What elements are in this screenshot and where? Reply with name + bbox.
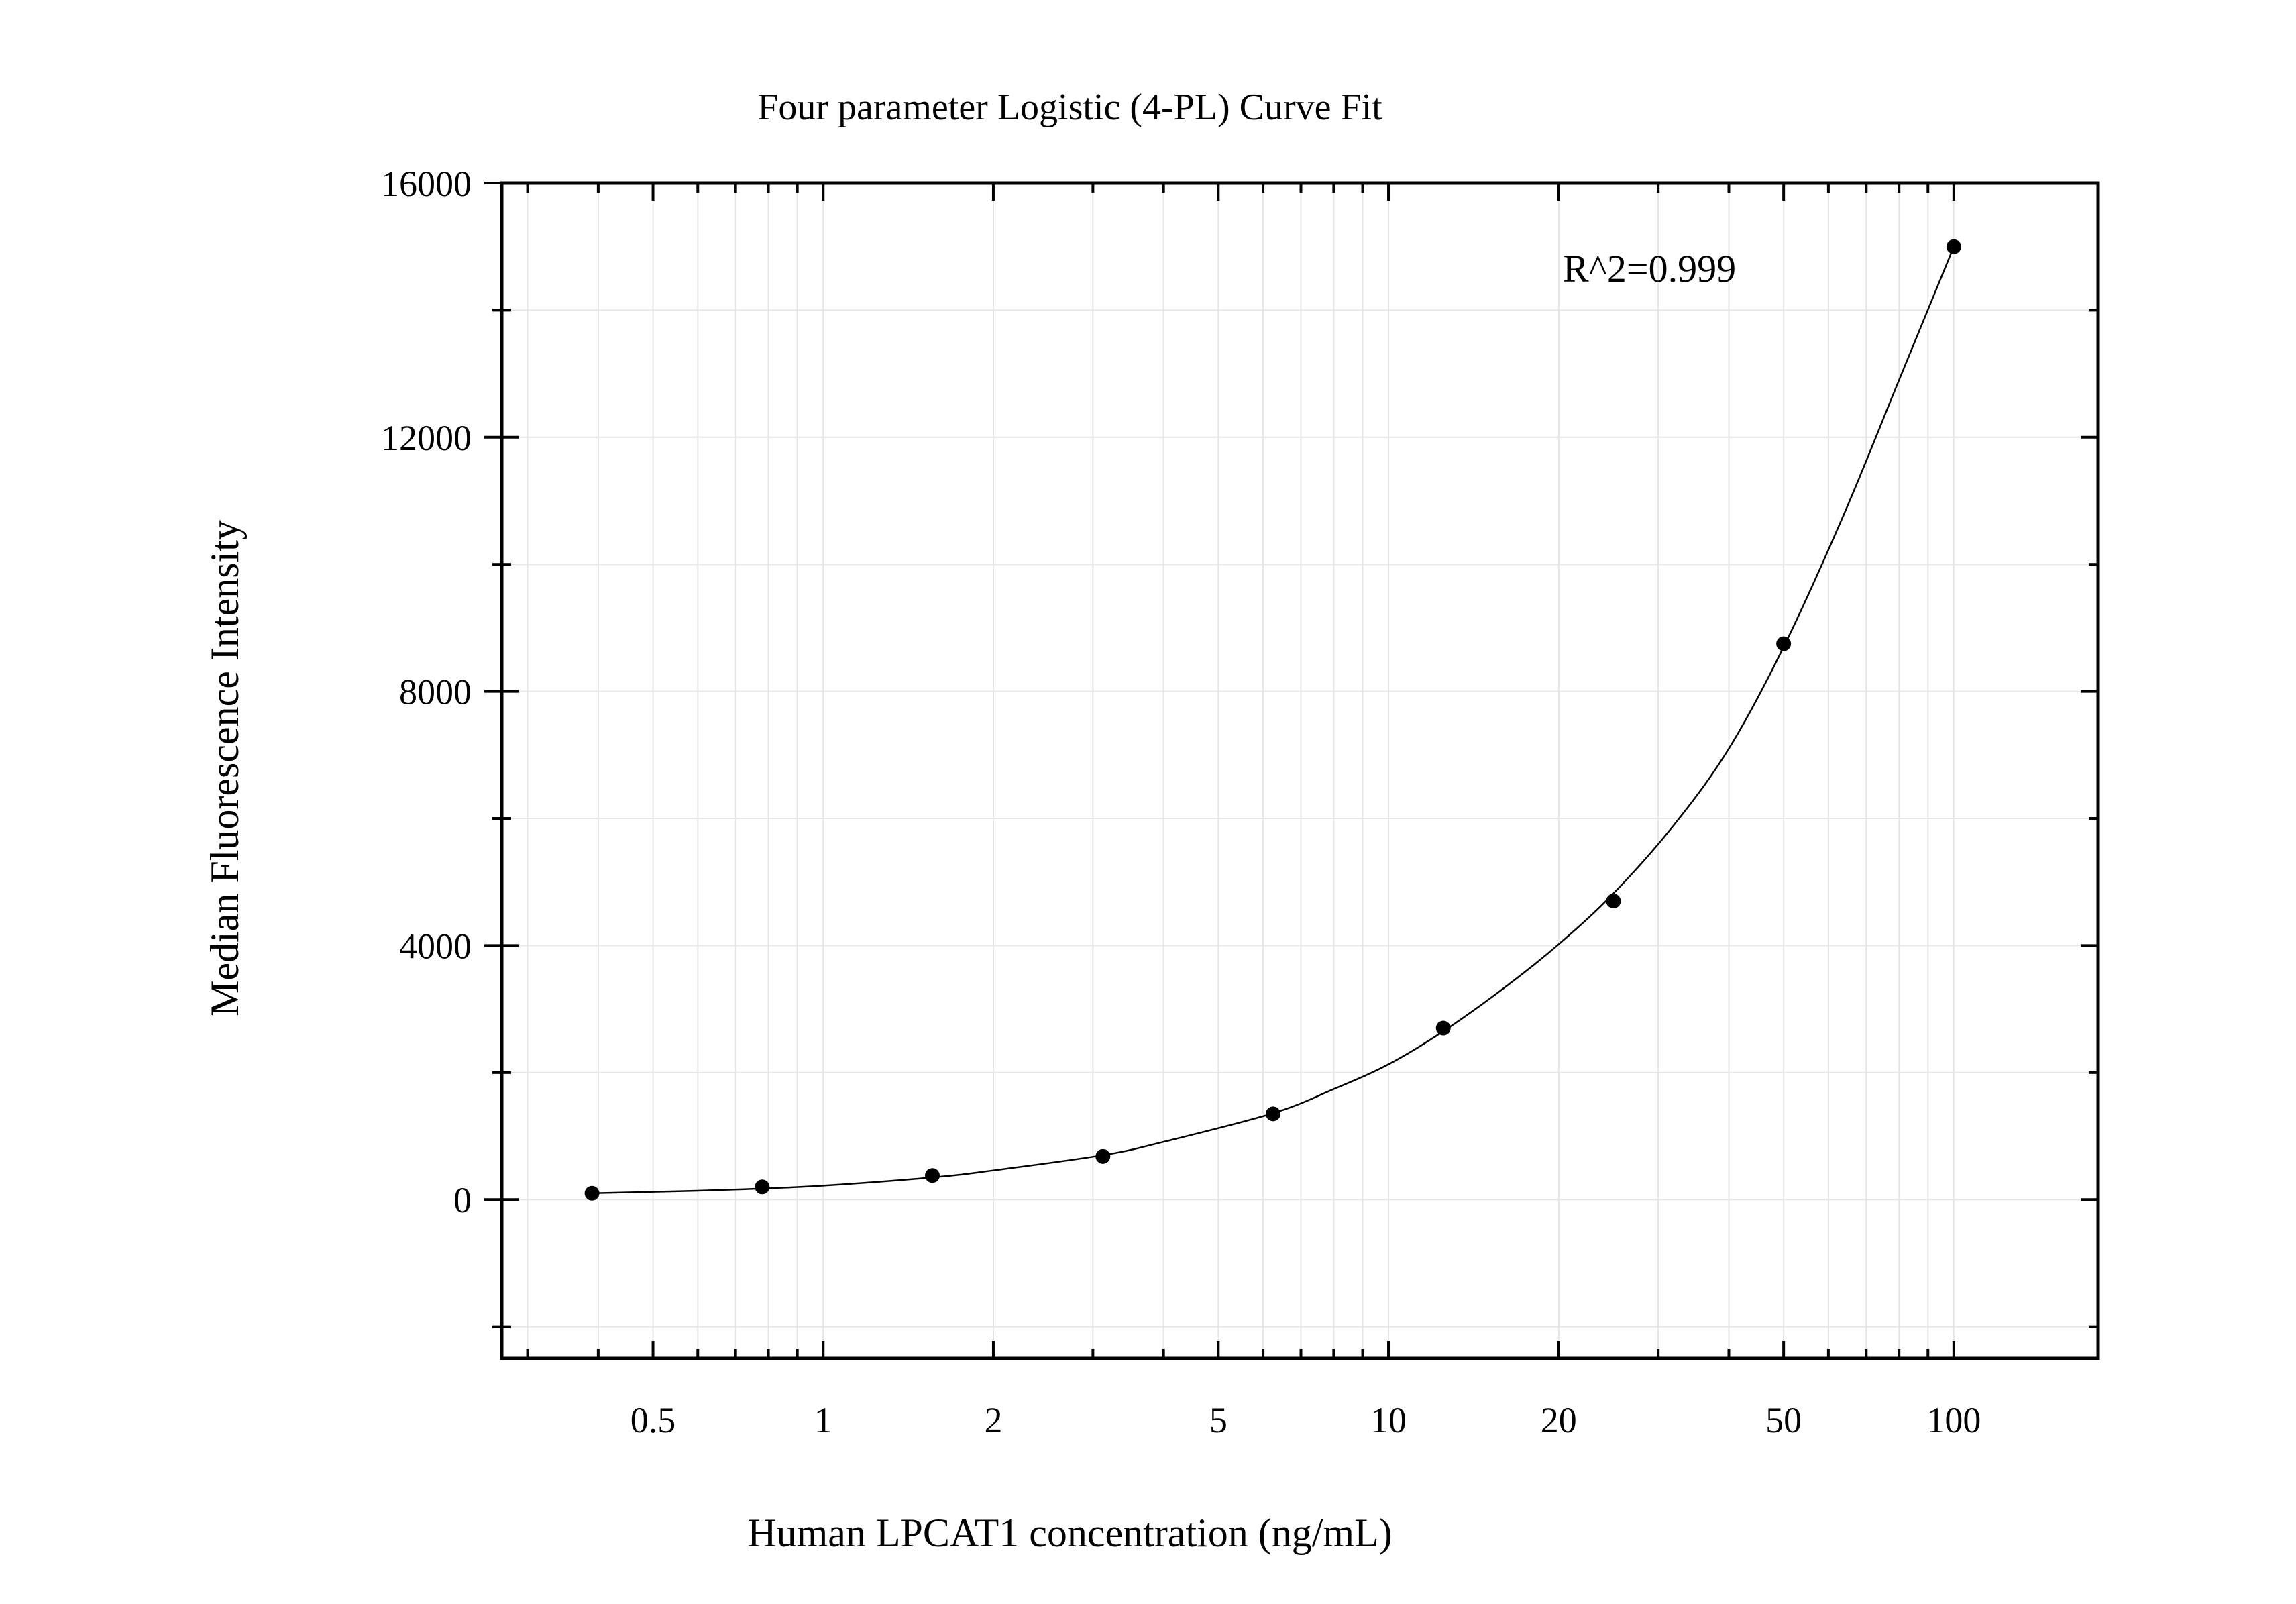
data-point (1435, 1020, 1451, 1036)
x-tick-label: 20 (1541, 1400, 1577, 1440)
fit-curve (592, 246, 1955, 1195)
y-axis-label: Median Fluorescence Intensity (203, 520, 247, 1016)
r-squared-annotation: R^2=0.999 (1563, 247, 1736, 290)
x-tick-label: 100 (1926, 1400, 1981, 1440)
data-point (584, 1185, 600, 1201)
data-point (1266, 1106, 1281, 1122)
data-point (1606, 894, 1621, 909)
data-point (1776, 636, 1792, 651)
data-point (1946, 239, 1961, 254)
chart-title: Four parameter Logistic (4-PL) Curve Fit (757, 87, 1382, 128)
y-tick-label: 4000 (399, 926, 472, 966)
data-point (755, 1179, 770, 1195)
y-tick-label: 16000 (381, 164, 472, 204)
y-tick-label: 0 (453, 1180, 472, 1220)
fit-curve-layer (592, 246, 1955, 1195)
x-tick-label: 5 (1209, 1400, 1227, 1440)
tick-labels: 0.5 1 2 5 10 20 50 100 0 4000 8000 12000 16000 (381, 164, 1981, 1440)
y-tick-label: 8000 (399, 672, 472, 712)
x-tick-label: 0.5 (631, 1400, 676, 1440)
x-tick-label: 1 (814, 1400, 832, 1440)
y-tick-label: 12000 (381, 418, 472, 458)
x-tick-label: 50 (1765, 1400, 1802, 1440)
axis-ticks (484, 182, 2098, 1358)
x-tick-label: 2 (984, 1400, 1002, 1440)
data-point (1095, 1148, 1111, 1164)
data-points (584, 239, 1961, 1201)
data-point (925, 1168, 940, 1183)
x-axis-label: Human LPCAT1 concentration (ng/mL) (747, 1511, 1392, 1555)
x-tick-label: 10 (1370, 1400, 1407, 1440)
